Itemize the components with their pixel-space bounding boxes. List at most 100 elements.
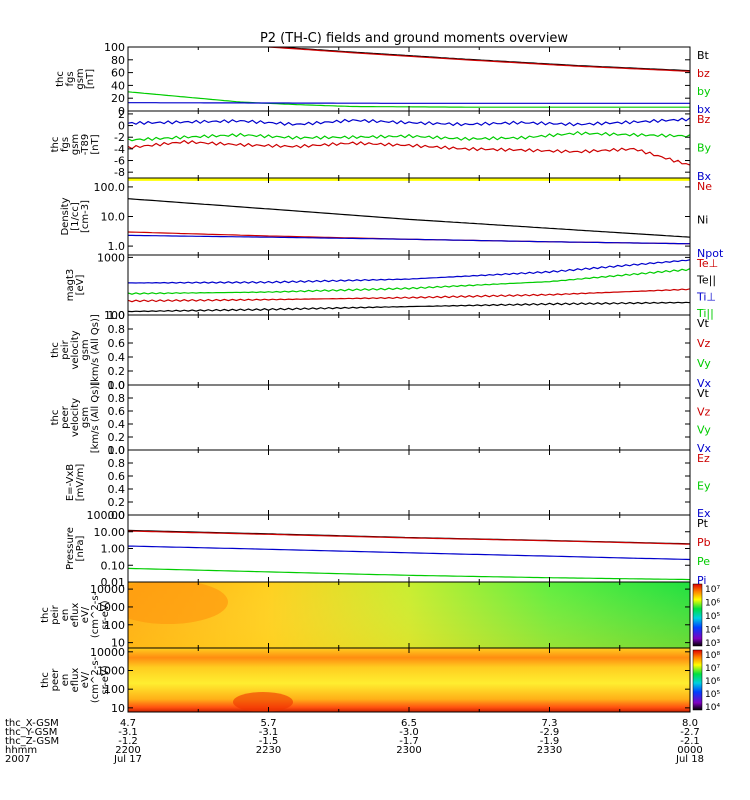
y-tick-label: 0.2 (108, 365, 126, 378)
y-axis-label-line: eV/ (80, 671, 91, 688)
legend-label: Vx (697, 442, 712, 455)
y-tick-label: 1.00 (101, 543, 126, 556)
y-axis-label-line: (cm^2-s- (90, 591, 101, 638)
y-axis-label-line: fgs (60, 137, 71, 152)
legend-label: Vy (697, 424, 711, 437)
y-tick-label: 0.8 (108, 323, 126, 336)
spectrogram-peer (128, 648, 690, 712)
y-axis-label: thc peir velocity gsm [km/s (All Qs)] (50, 314, 101, 386)
legend-label: Ni (697, 214, 708, 227)
y-tick-label: 0.0 (108, 509, 126, 522)
xaxis-row-label: thc_X-GSM (5, 718, 59, 729)
y-axis-label: thc peer velocity gsm [km/s (All Qs)] (50, 382, 101, 454)
y-axis-label-line: eV/ (80, 606, 91, 623)
y-tick-label: 1.0 (108, 240, 126, 253)
y-axis-label: thc fgs gsm [nT] (55, 68, 96, 89)
legend-label: Bz (697, 113, 711, 126)
y-axis-label-line: [nPa] (75, 535, 86, 561)
y-tick-label: 0 (118, 120, 125, 133)
legend-label: Vy (697, 357, 711, 370)
y-tick-label: 0.6 (108, 405, 126, 418)
series-line (128, 545, 690, 561)
series-line (128, 91, 690, 108)
y-axis-label-line: [cm-3] (80, 200, 91, 233)
legend-label: Vt (697, 387, 710, 400)
y-axis-label-line: E=-VxB (65, 464, 76, 501)
xaxis-tick-label: 2300 (396, 745, 421, 756)
y-axis-label-line: gsm (75, 68, 86, 89)
colorbar-peir-spec: 10³ 10⁴ 10⁵ 10⁶ 10⁷ (692, 583, 720, 649)
y-tick-label: 0.8 (108, 392, 126, 405)
xaxis-tick-label: -1.5 (259, 736, 279, 747)
xaxis-tick-label: 4.7 (120, 718, 136, 729)
spectrogram-peir-hotspot (128, 582, 228, 624)
series-line (128, 530, 690, 545)
xaxis-tick-label: -2.7 (680, 727, 700, 738)
xaxis-tick-label: 2230 (256, 745, 281, 756)
y-axis-label-line: eflux (70, 603, 81, 628)
y-tick-label: 1000 (97, 251, 125, 264)
legend-label: Pb (697, 536, 711, 549)
y-axis-label-line: en (60, 609, 71, 622)
y-axis-label-line: peir (60, 339, 71, 359)
y-axis-label-line: fgs (65, 71, 76, 86)
series-line (128, 259, 690, 284)
y-axis-label-line: -T89 (80, 134, 91, 156)
y-tick-label: 100.0 (94, 181, 126, 194)
y-tick-label: 100 (104, 41, 125, 54)
y-tick-label: 1.0 (108, 309, 126, 322)
y-axis-label-line: Density (60, 197, 71, 235)
y-axis-label-line: thc (40, 607, 51, 623)
xaxis-tick-label: 7.3 (542, 718, 558, 729)
series-line (128, 130, 690, 142)
y-axis-label-line: [1/cc] (70, 202, 81, 231)
series-line (128, 231, 690, 245)
xaxis-tick-label: Jul 18 (675, 754, 704, 765)
legend-label: Te⊥ (696, 257, 718, 270)
xaxis-tick-label: 5.7 (261, 718, 277, 729)
y-axis-label: magt3 [eV] (65, 269, 86, 302)
legend-label: Vt (697, 317, 710, 330)
y-axis-label-line: Pressure (65, 527, 76, 570)
xaxis-row-label: 2007 (5, 754, 30, 765)
y-axis-label-line: (cm^2-s- (90, 656, 101, 703)
y-axis-label-line: peer (60, 405, 71, 429)
y-tick-label: -2 (114, 131, 125, 144)
spectrogram-peer-hotspot (233, 692, 293, 712)
xaxis-row-label: hhmm (5, 745, 37, 756)
y-tick-label: 1.0 (108, 444, 126, 457)
legend-label: bx (697, 103, 711, 116)
y-axis-label-line: gsm (80, 339, 91, 360)
panel-frame (127, 177, 691, 256)
colorbar-scale (692, 649, 703, 711)
y-tick-label: 100 (104, 309, 125, 322)
y-tick-label: 10000 (90, 646, 125, 659)
legend-label: Te|| (696, 274, 716, 287)
legend-label: Npot (697, 247, 724, 260)
y-tick-label: -6 (114, 155, 125, 168)
legend-label: Ne (697, 180, 712, 193)
legend-label: By (697, 142, 712, 155)
series-line (128, 301, 690, 313)
legend-label: Ex (697, 507, 711, 520)
xaxis-tick-label: -2.1 (680, 736, 700, 747)
colorbar-peer-spec: 10⁴ 10⁵ 10⁶ 10⁷ 10⁸ (692, 649, 720, 713)
y-axis-label-line: [km/s (All Qs)] (90, 314, 101, 386)
legend-label: Vx (697, 377, 712, 390)
xaxis-tick-label: -2.9 (540, 727, 560, 738)
y-tick-label: 0.2 (108, 431, 126, 444)
xaxis-row-label: thc_Y-GSM (5, 727, 57, 738)
xaxis-tick-label: -3.0 (399, 727, 419, 738)
y-tick-label: 2 (118, 108, 125, 121)
y-tick-label: 0.8 (108, 457, 126, 470)
series-line (259, 47, 690, 72)
legend-label: Ey (697, 480, 711, 493)
xaxis-tick-label: Jul 17 (113, 754, 142, 765)
colorbar-tick: 10⁴ (705, 703, 720, 713)
figure-title: P2 (TH-C) fields and ground moments over… (260, 31, 568, 46)
